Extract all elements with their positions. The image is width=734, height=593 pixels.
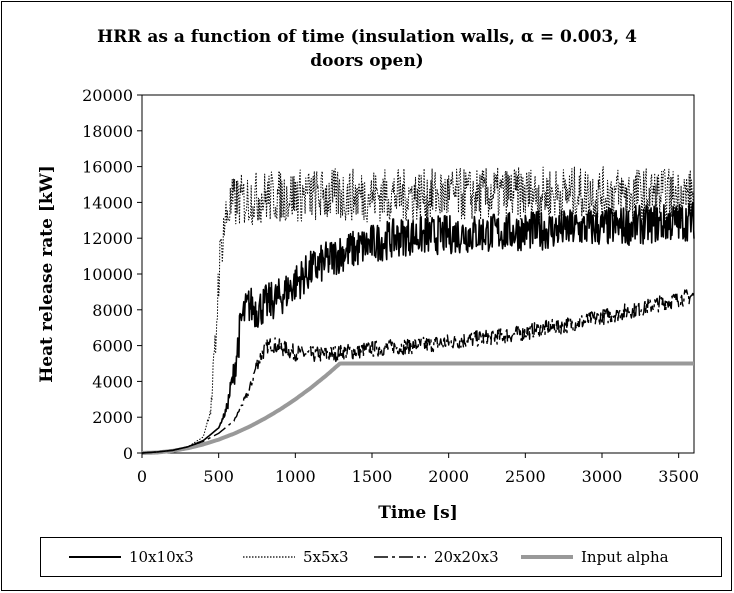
legend-swatch-dashdot	[374, 556, 426, 558]
x-tick-label: 3500	[658, 467, 699, 486]
y-axis-label: Heat release rate [kW]	[37, 165, 57, 383]
y-tick-label: 0	[123, 444, 133, 463]
y-tick-label: 14000	[82, 193, 133, 212]
series-line-10x10x3	[141, 201, 695, 454]
legend-item-5x5x3: 5x5x3	[243, 538, 349, 576]
series-layer	[141, 166, 695, 455]
legend-label-20x20x3: 20x20x3	[434, 548, 499, 566]
legend-item-input-alpha: Input alpha	[521, 538, 669, 576]
legend-swatch-solid	[69, 556, 121, 558]
chart-title-line-1: HRR as a function of time (insulation wa…	[97, 27, 637, 47]
y-tick-label: 20000	[82, 86, 133, 105]
x-tick-label: 3000	[582, 467, 623, 486]
y-tick-label: 8000	[92, 301, 133, 320]
plot-area	[141, 94, 695, 454]
x-tick-label: 0	[137, 467, 147, 486]
y-tick-label: 2000	[92, 408, 133, 427]
series-line-5x5x3	[142, 166, 695, 454]
y-axis-ticks: 0 2000 4000 6000 8000 10000 12000 14000 16000 180…	[82, 86, 142, 463]
y-tick-label: 16000	[82, 158, 133, 177]
legend-item-20x20x3: 20x20x3	[374, 538, 499, 576]
y-tick-label: 4000	[92, 372, 133, 391]
x-axis-label: Time [s]	[378, 503, 458, 523]
y-tick-label: 10000	[82, 265, 133, 284]
series-line-20x20x3	[141, 289, 695, 454]
legend-label-10x10x3: 10x10x3	[129, 548, 194, 566]
x-axis-ticks: 0 500 1000 1500 2000 2500 3000 3500	[137, 453, 699, 486]
x-tick-label: 2500	[505, 467, 546, 486]
x-tick-label: 500	[203, 467, 234, 486]
series-line-input-alpha	[141, 361, 695, 455]
legend: 10x10x3 5x5x3 20x20x3 Input alpha	[40, 537, 722, 577]
legend-swatch-gray	[521, 555, 573, 559]
y-tick-label: 12000	[82, 229, 133, 248]
y-tick-label: 6000	[92, 337, 133, 356]
chart-title-line-2: doors open)	[310, 51, 423, 71]
legend-label-input-alpha: Input alpha	[581, 548, 669, 566]
legend-label-5x5x3: 5x5x3	[303, 548, 349, 566]
x-tick-label: 1000	[275, 467, 316, 486]
legend-swatch-dotted	[243, 556, 295, 558]
x-tick-label: 2000	[428, 467, 469, 486]
legend-item-10x10x3: 10x10x3	[69, 538, 194, 576]
y-tick-label: 18000	[82, 122, 133, 141]
x-tick-label: 1500	[352, 467, 393, 486]
